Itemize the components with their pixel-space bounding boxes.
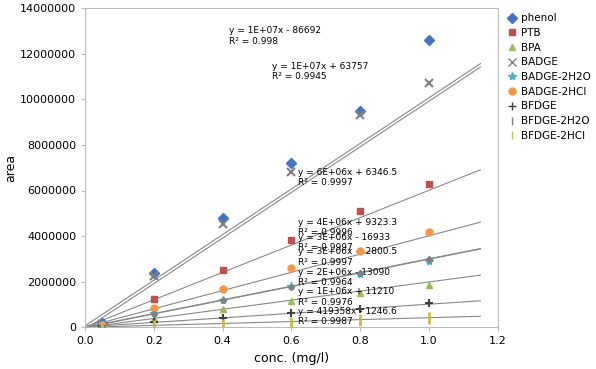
Text: y = 1E+07x + 63757
R² = 0.9945: y = 1E+07x + 63757 R² = 0.9945 [272,62,369,81]
X-axis label: conc. (mg/l): conc. (mg/l) [254,352,329,365]
Text: y = 1E+07x - 86692
R² = 0.998: y = 1E+07x - 86692 R² = 0.998 [229,27,321,46]
Text: y = 4E+06x + 9323.3
R² = 0.9996: y = 4E+06x + 9323.3 R² = 0.9996 [298,218,397,237]
Y-axis label: area: area [4,154,17,182]
Text: y = 1E+06x + 11210
R² = 0.9976: y = 1E+06x + 11210 R² = 0.9976 [298,287,395,307]
Legend: phenol, PTB, BPA, BADGE, BADGE-2H2O, BADGE-2HCl, BFDGE, BFDGE-2H2O, BFDGE-2HCl: phenol, PTB, BPA, BADGE, BADGE-2H2O, BAD… [507,13,591,141]
Text: y = 6E+06x + 6346.5
R² = 0.9997: y = 6E+06x + 6346.5 R² = 0.9997 [298,168,398,187]
Text: y = 2E+06x - 13090
R² = 0.9964: y = 2E+06x - 13090 R² = 0.9964 [298,268,390,287]
Text: y = 3E+06x - 16933
R² = 0.9997: y = 3E+06x - 16933 R² = 0.9997 [298,233,390,252]
Text: y = 419358x - 1246.6
R² = 0.9987: y = 419358x - 1246.6 R² = 0.9987 [298,307,397,326]
Text: y = 3E+06x + 2800.5
R² = 0.9997: y = 3E+06x + 2800.5 R² = 0.9997 [298,248,398,267]
